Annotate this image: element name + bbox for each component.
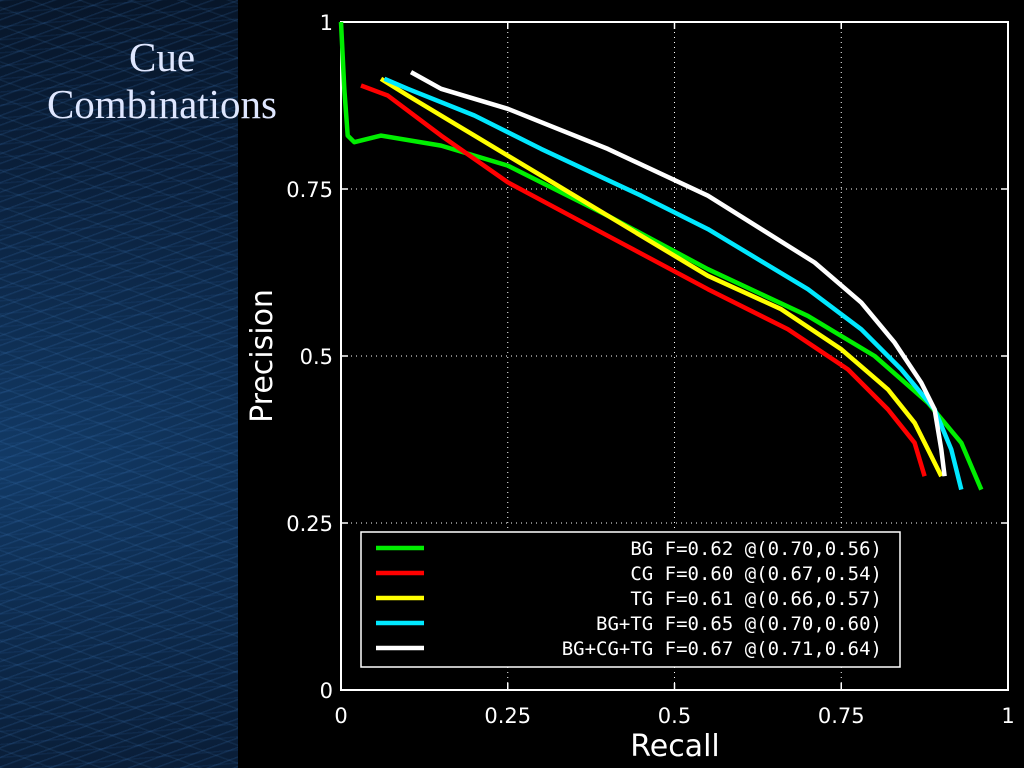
legend-box	[360, 531, 901, 668]
slide-title-line-2: Combinations	[46, 81, 278, 127]
slide-title: Cue Combinations	[0, 34, 324, 128]
x-tick-label: 0.75	[818, 704, 865, 728]
x-tick-label: 0.5	[658, 704, 691, 728]
x-tick-label: 0	[334, 704, 347, 728]
series-line-bg	[338, 21, 984, 491]
y-axis-label: Precision	[245, 289, 280, 423]
series-line-cg	[360, 83, 927, 477]
y-tick-label: 1	[320, 11, 333, 35]
y-tick-label: 0.25	[286, 512, 333, 536]
legend-entry: CG F=0.60 @(0.67,0.54)	[630, 563, 882, 585]
slide-title-line-1: Cue	[128, 34, 196, 80]
legend-entry: BG+CG+TG F=0.67 @(0.71,0.64)	[562, 638, 882, 660]
series-line-tg	[379, 76, 944, 478]
series-layer	[338, 21, 984, 491]
legend-entry: BG+TG F=0.65 @(0.70,0.60)	[596, 613, 882, 635]
legend-entry: TG F=0.61 @(0.66,0.57)	[630, 588, 882, 610]
tick-layer: 0 0.25 0.5 0.75 1 0 0.25 0.5 0.75 1	[286, 11, 1014, 728]
grid-layer	[341, 22, 1008, 690]
series-line-bg-cg-tg	[409, 70, 947, 477]
legend: BG F=0.62 @(0.70,0.56) CG F=0.60 @(0.67,0…	[360, 531, 901, 668]
y-tick-label: 0.5	[300, 345, 333, 369]
y-tick-label: 0	[320, 679, 333, 703]
x-tick-label: 0.25	[484, 704, 531, 728]
x-tick-label: 1	[1001, 704, 1014, 728]
legend-entry: BG F=0.62 @(0.70,0.56)	[630, 538, 882, 560]
y-tick-label: 0.75	[286, 178, 333, 202]
x-axis-label: Recall	[630, 729, 720, 764]
